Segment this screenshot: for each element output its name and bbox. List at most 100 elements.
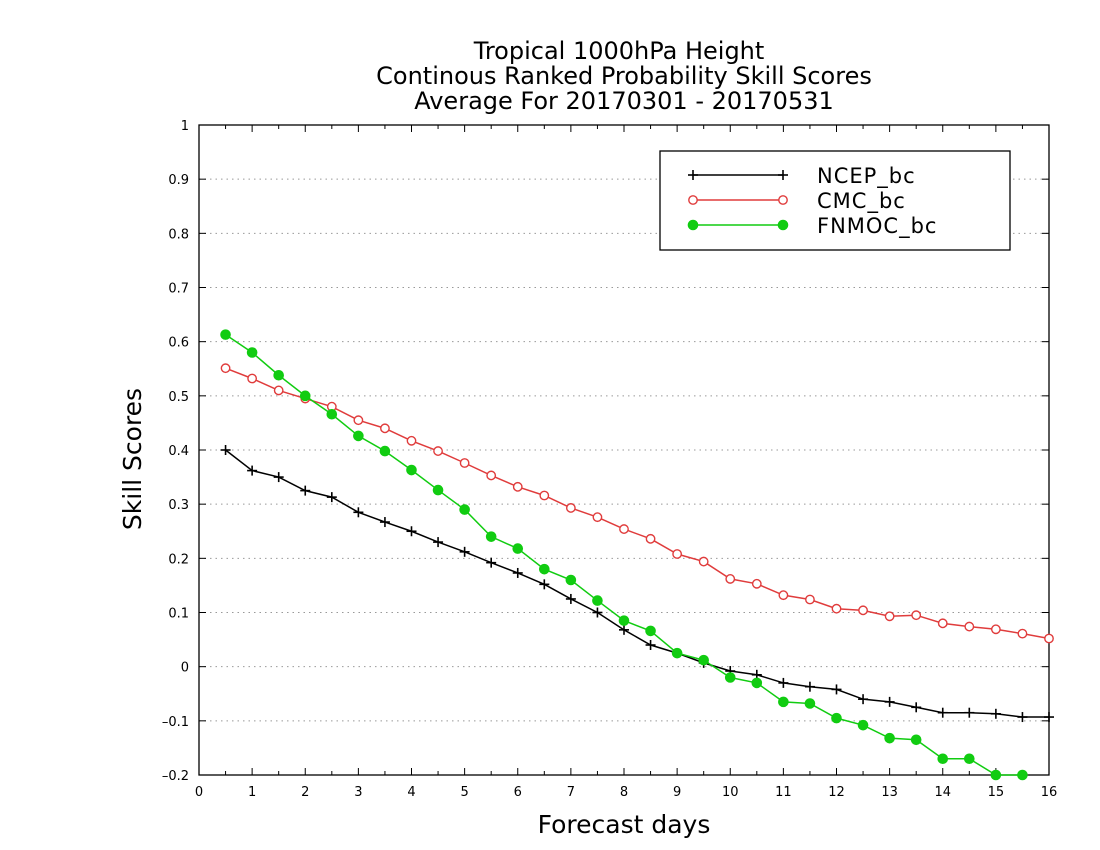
y-tick-label: 0.9 [168, 173, 189, 188]
x-tick-label: 9 [673, 785, 681, 800]
data-point-fnmoc-bc [857, 719, 869, 731]
axis-ticks: –0.2–0.100.10.20.30.40.50.60.70.80.910 1 2… [162, 119, 1057, 800]
data-point-fnmoc-bc [751, 677, 763, 689]
x-tick-label: 14 [934, 785, 951, 800]
data-point-cmc-bc [911, 610, 922, 621]
y-tick-label: 0.1 [168, 607, 189, 622]
data-point-fnmoc-bc [379, 445, 391, 457]
legend-item-ncep-bc: NCEP_bc [688, 164, 916, 189]
data-point-fnmoc-bc [884, 732, 895, 744]
y-tick-label: 0.2 [168, 552, 189, 567]
data-point-fnmoc-bc [459, 504, 470, 515]
data-point-fnmoc-bc [299, 390, 311, 402]
data-point-fnmoc-bc [804, 698, 816, 709]
y-tick-label: 0.5 [168, 390, 189, 405]
x-tick-label: 1 [248, 785, 256, 800]
data-point-cmc-bc [858, 605, 868, 616]
data-point-fnmoc-bc [671, 647, 683, 659]
data-point-fnmoc-bc [618, 615, 630, 626]
series-cmc-bc [220, 363, 1054, 644]
data-point-cmc-bc [565, 503, 576, 513]
x-tick-label: 10 [722, 785, 739, 800]
data-point-cmc-bc [672, 549, 683, 559]
data-point-cmc-bc [512, 481, 523, 492]
data-point-cmc-bc [353, 415, 364, 426]
data-point-fnmoc-bc [406, 464, 417, 476]
legend-label-fnmoc-bc: FNMOC_bc [817, 214, 937, 239]
x-tick-label: 7 [567, 785, 575, 800]
y-tick-label: 0.6 [168, 336, 189, 351]
x-tick-label: 8 [620, 785, 628, 800]
series-line-fnmoc-bc [225, 334, 1023, 776]
x-axis-label: Forecast days [538, 810, 711, 839]
x-tick-label: 2 [301, 785, 309, 800]
y-tick-label: –0.2 [162, 769, 189, 784]
y-tick-label: 0.7 [168, 282, 189, 297]
data-point-cmc-bc [433, 446, 443, 456]
grid-lines [199, 178, 1049, 722]
legend-item-cmc-bc: CMC_bc [688, 189, 906, 214]
data-point-cmc-bc [725, 574, 736, 584]
data-point-fnmoc-bc [326, 408, 338, 420]
data-point-cmc-bc [831, 603, 842, 614]
data-point-cmc-bc [1044, 633, 1054, 644]
data-point-fnmoc-bc [565, 574, 577, 586]
x-tick-label: 4 [407, 785, 415, 800]
x-tick-label: 15 [988, 785, 1005, 800]
legend-marker [687, 219, 699, 231]
series-ncep-bc [220, 445, 1054, 723]
data-point-fnmoc-bc [220, 329, 231, 340]
data-point-fnmoc-bc [990, 769, 1002, 781]
data-point-cmc-bc [751, 578, 762, 589]
data-point-cmc-bc [273, 385, 284, 396]
y-tick-label: 0.3 [168, 498, 189, 513]
data-point-fnmoc-bc [698, 654, 709, 666]
y-tick-label: 1 [181, 119, 189, 134]
series-line-ncep-bc [225, 449, 1049, 718]
data-point-cmc-bc [805, 594, 815, 605]
data-point-cmc-bc [406, 435, 417, 446]
y-tick-label: 0.8 [168, 227, 189, 242]
data-point-fnmoc-bc [910, 734, 922, 746]
series-line-cmc-bc [225, 367, 1050, 640]
x-tick-label: 6 [514, 785, 522, 800]
x-tick-label: 12 [828, 785, 845, 800]
chart-title-line-3: Average For 20170301 - 20170531 [414, 87, 834, 115]
data-point-cmc-bc [698, 556, 709, 567]
data-point-fnmoc-bc [273, 369, 284, 381]
legend-label-ncep-bc: NCEP_bc [817, 164, 916, 189]
data-point-cmc-bc [884, 611, 895, 622]
data-point-cmc-bc [459, 458, 470, 468]
data-point-cmc-bc [778, 590, 789, 601]
legend-label-cmc-bc: CMC_bc [817, 189, 906, 214]
data-point-cmc-bc [220, 363, 231, 374]
data-point-fnmoc-bc [432, 484, 444, 496]
x-tick-label: 11 [775, 785, 792, 800]
data-point-cmc-bc [247, 373, 258, 384]
data-point-cmc-bc [619, 524, 629, 534]
x-tick-label: 0 [195, 785, 203, 800]
y-axis-label: Skill Scores [118, 388, 147, 530]
data-point-fnmoc-bc [353, 430, 364, 442]
x-tick-label: 16 [1041, 785, 1058, 800]
x-tick-label: 13 [881, 785, 898, 800]
data-point-cmc-bc [486, 470, 497, 481]
data-point-cmc-bc [990, 624, 1001, 635]
data-point-fnmoc-bc [485, 531, 497, 542]
legend-marker [778, 195, 788, 205]
data-point-cmc-bc [380, 423, 390, 434]
data-point-cmc-bc [937, 618, 948, 629]
legend-marker [688, 195, 698, 205]
series-fnmoc-bc [220, 329, 1028, 781]
data-point-fnmoc-bc [964, 753, 975, 765]
data-point-fnmoc-bc [539, 563, 550, 575]
series-layer [220, 329, 1054, 781]
y-tick-label: 0.4 [168, 444, 189, 459]
data-point-cmc-bc [1017, 628, 1028, 639]
data-point-fnmoc-bc [937, 753, 949, 765]
data-point-fnmoc-bc [1017, 769, 1028, 781]
data-point-fnmoc-bc [778, 696, 789, 708]
chart-title-line-1: Tropical 1000hPa Height [473, 37, 765, 65]
data-point-fnmoc-bc [246, 347, 258, 358]
